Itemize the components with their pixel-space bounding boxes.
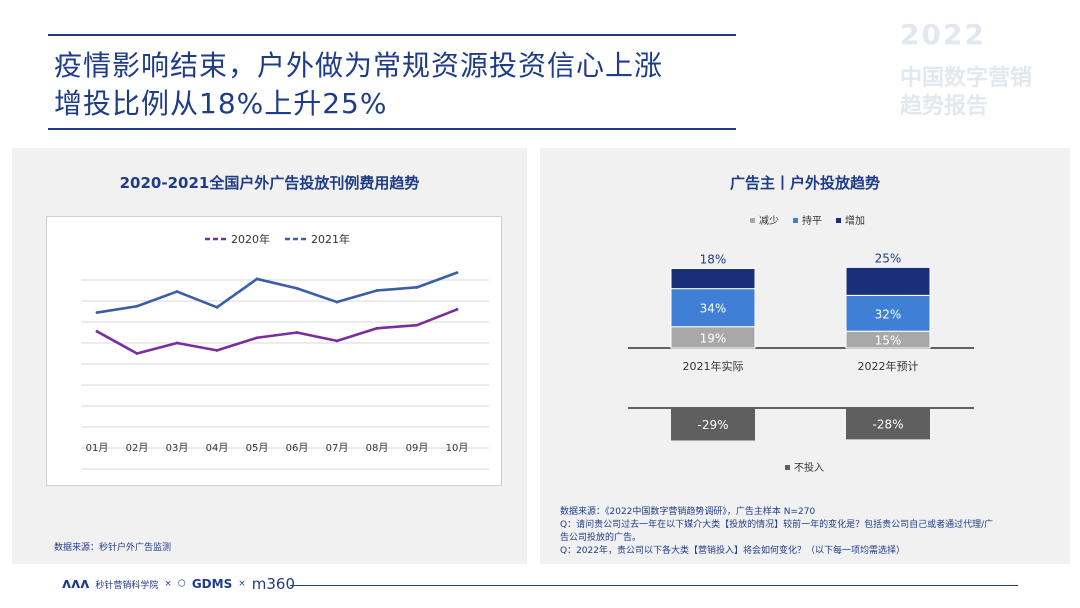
neg-bar-0 bbox=[671, 408, 755, 441]
bar-0-label-2: 18% bbox=[700, 252, 727, 266]
bar-chart-source-line2: Q：请问贵公司过去一年在以下媒介大类【投放的情况】较前一年的变化是？包括贵公司自… bbox=[560, 520, 994, 530]
x-tick-label-7: 08月 bbox=[366, 442, 389, 454]
series-0-point-1 bbox=[135, 352, 139, 355]
footer-divider bbox=[290, 585, 1018, 586]
category-label-1: 2022年预计 bbox=[858, 359, 919, 373]
bar-1-label-0: 15% bbox=[875, 334, 902, 348]
footer-logo3-text: m360 bbox=[251, 575, 296, 593]
line-chart-title: 2020-2021全国户外广告投放刊例费用趋势 bbox=[119, 174, 420, 192]
neg-bar-label-0: -29% bbox=[697, 418, 728, 432]
line-chart-source: 数据来源：秒针户外广告监测 bbox=[54, 543, 172, 553]
series-1-point-3 bbox=[215, 305, 219, 309]
legend-swatch-3 bbox=[785, 465, 790, 470]
legend-label-2: 增加 bbox=[845, 214, 865, 227]
bar-0-segment-1 bbox=[670, 288, 756, 328]
watermark-year: 2022 bbox=[900, 18, 986, 51]
series-0-point-6 bbox=[335, 339, 339, 343]
series-1-point-4 bbox=[255, 277, 259, 281]
footer-sep1: × bbox=[164, 579, 172, 589]
x-tick-label-5: 06月 bbox=[286, 442, 309, 454]
footer-logo1-text: 秒针营销科学院 bbox=[95, 580, 159, 591]
series-0-point-2 bbox=[175, 341, 179, 345]
bar-1-label-2: 25% bbox=[875, 251, 902, 265]
x-tick-label-1: 02月 bbox=[126, 442, 149, 454]
bar-1-label-1: 32% bbox=[875, 307, 902, 321]
bar-0-label-0: 19% bbox=[700, 331, 727, 345]
footer-sep2: × bbox=[238, 579, 246, 589]
miaozhen-logo-icon: ʌʌʌ bbox=[62, 576, 90, 592]
bar-chart-source-line4: Q：2022年，贵公司以下各大类【营销投入】将会如何变化？（以下每一项均需选择） bbox=[560, 546, 905, 556]
series-0-point-7 bbox=[375, 326, 379, 330]
line-chart-panel: 2020-2021全国户外广告投放刊例费用趋势 01月 02月 03月 04月 05月 0… bbox=[12, 148, 527, 564]
bar-chart-source-line3: 告公司投放的广告。 bbox=[560, 533, 642, 543]
bar-chart-panel: 广告主丨户外投放趋势 减少 持平 增加 19% 34% 18% 2021年实际 -29% 15%… bbox=[540, 148, 1070, 564]
legend-swatch-2 bbox=[836, 218, 841, 223]
series-1-point-6 bbox=[335, 300, 339, 304]
bar-1-segment-2 bbox=[845, 266, 931, 296]
slide-title-block: 疫情影响结束，户外做为常规资源投资信心上涨 增投比例从18%上升25% bbox=[48, 34, 736, 130]
bar-chart-source-line1: 数据来源：《2022中国数字营销趋势调研》，广告主样本 N=270 bbox=[560, 507, 816, 517]
legend-label-0: 减少 bbox=[759, 215, 779, 227]
line-chart-svg: 01月 02月 03月 04月 05月 06月 07月 08月 09月 10月 2020年 2021年 bbox=[81, 232, 489, 470]
series-0-point-8 bbox=[415, 323, 419, 327]
footer-logos: ʌʌʌ 秒针营销科学院 × ⬡ GDMS × m360 bbox=[62, 572, 295, 596]
series-1-point-2 bbox=[175, 290, 179, 293]
series-line-0 bbox=[96, 308, 458, 355]
slide-title-line2: 增投比例从18%上升25% bbox=[54, 87, 388, 120]
x-tick-label-3: 04月 bbox=[206, 442, 229, 454]
category-label-0: 2021年实际 bbox=[683, 359, 744, 373]
x-tick-label-6: 07月 bbox=[326, 442, 349, 454]
series-1-point-0 bbox=[95, 311, 99, 314]
bar-0-segment-2 bbox=[670, 267, 756, 290]
x-tick-label-4: 05月 bbox=[246, 442, 269, 454]
legend-label-1: 持平 bbox=[802, 214, 822, 227]
x-tick-label-0: 01月 bbox=[86, 442, 109, 454]
bar-0-label-1: 34% bbox=[700, 302, 727, 316]
series-1-point-1 bbox=[135, 304, 139, 308]
series-0-point-3 bbox=[215, 348, 219, 352]
footer-logo2-text: GDMS bbox=[191, 577, 233, 591]
legend-swatch-1 bbox=[793, 218, 798, 223]
x-tick-label-9: 10月 bbox=[446, 442, 469, 454]
neg-bar-label-1: -28% bbox=[872, 418, 903, 432]
series-1-point-9 bbox=[455, 271, 459, 275]
legend-label-0: 2020年 bbox=[231, 232, 270, 246]
watermark-line1: 中国数字营销 bbox=[900, 66, 1033, 91]
series-line-1 bbox=[96, 271, 458, 314]
bar-chart-title: 广告主丨户外投放趋势 bbox=[729, 174, 880, 192]
series-1-point-8 bbox=[415, 285, 419, 289]
legend-label-3: 不投入 bbox=[794, 461, 824, 474]
watermark-line2: 趋势报告 bbox=[900, 94, 989, 119]
neg-bar-1 bbox=[846, 408, 930, 440]
series-0-point-4 bbox=[255, 336, 259, 340]
bar-1-segment-1 bbox=[845, 294, 931, 332]
report-watermark: 2022 中国数字营销 趋势报告 bbox=[898, 18, 1068, 122]
gdms-logo-icon: ⬡ bbox=[177, 579, 186, 589]
series-1-point-7 bbox=[375, 289, 379, 292]
legend-swatch-0 bbox=[750, 218, 755, 223]
series-0-point-9 bbox=[455, 308, 459, 311]
slide-title-line1: 疫情影响结束，户外做为常规资源投资信心上涨 bbox=[54, 49, 664, 82]
series-0-point-0 bbox=[95, 330, 99, 333]
series-1-point-5 bbox=[295, 287, 299, 290]
x-tick-label-2: 03月 bbox=[166, 442, 189, 454]
series-0-point-5 bbox=[295, 331, 299, 334]
line-chart-plot-box: 01月 02月 03月 04月 05月 06月 07月 08月 09月 10月 2020年 2021年 bbox=[46, 216, 502, 486]
x-tick-label-8: 09月 bbox=[406, 442, 429, 454]
bar-chart-svg: 减少 持平 增加 19% 34% 18% 2021年实际 -29% 15% 32% 25% 2022年… bbox=[628, 214, 974, 474]
legend-label-1: 2021年 bbox=[311, 232, 350, 246]
